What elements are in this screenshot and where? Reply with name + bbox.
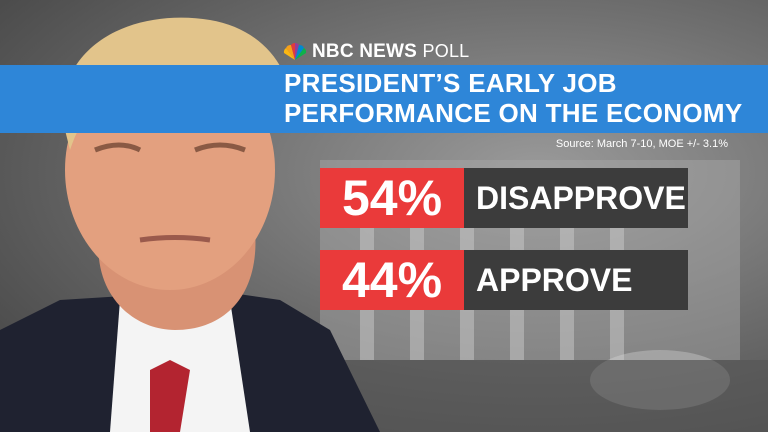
result-row-approve: 44% APPROVE [320,250,688,310]
title-line-2: PERFORMANCE ON THE ECONOMY [284,98,743,128]
result-row-disapprove: 54% DISAPPROVE [320,168,688,228]
logo-network: NBC NEWS [312,41,418,62]
result-percent: 54% [320,168,464,228]
source-note: Source: March 7-10, MOE +/- 3.1% [555,138,728,150]
title-bar [0,65,768,133]
nbc-news-poll-logo: NBC NEWS POLL [282,40,469,64]
nbc-peacock-icon [283,43,307,60]
result-label: APPROVE [464,250,688,310]
result-percent: 44% [320,250,464,310]
title-line-1: PRESIDENT’S EARLY JOB [284,68,617,98]
result-label: DISAPPROVE [464,168,688,228]
logo-text: NBC NEWS POLL [312,41,469,63]
logo-poll: POLL [422,41,470,61]
